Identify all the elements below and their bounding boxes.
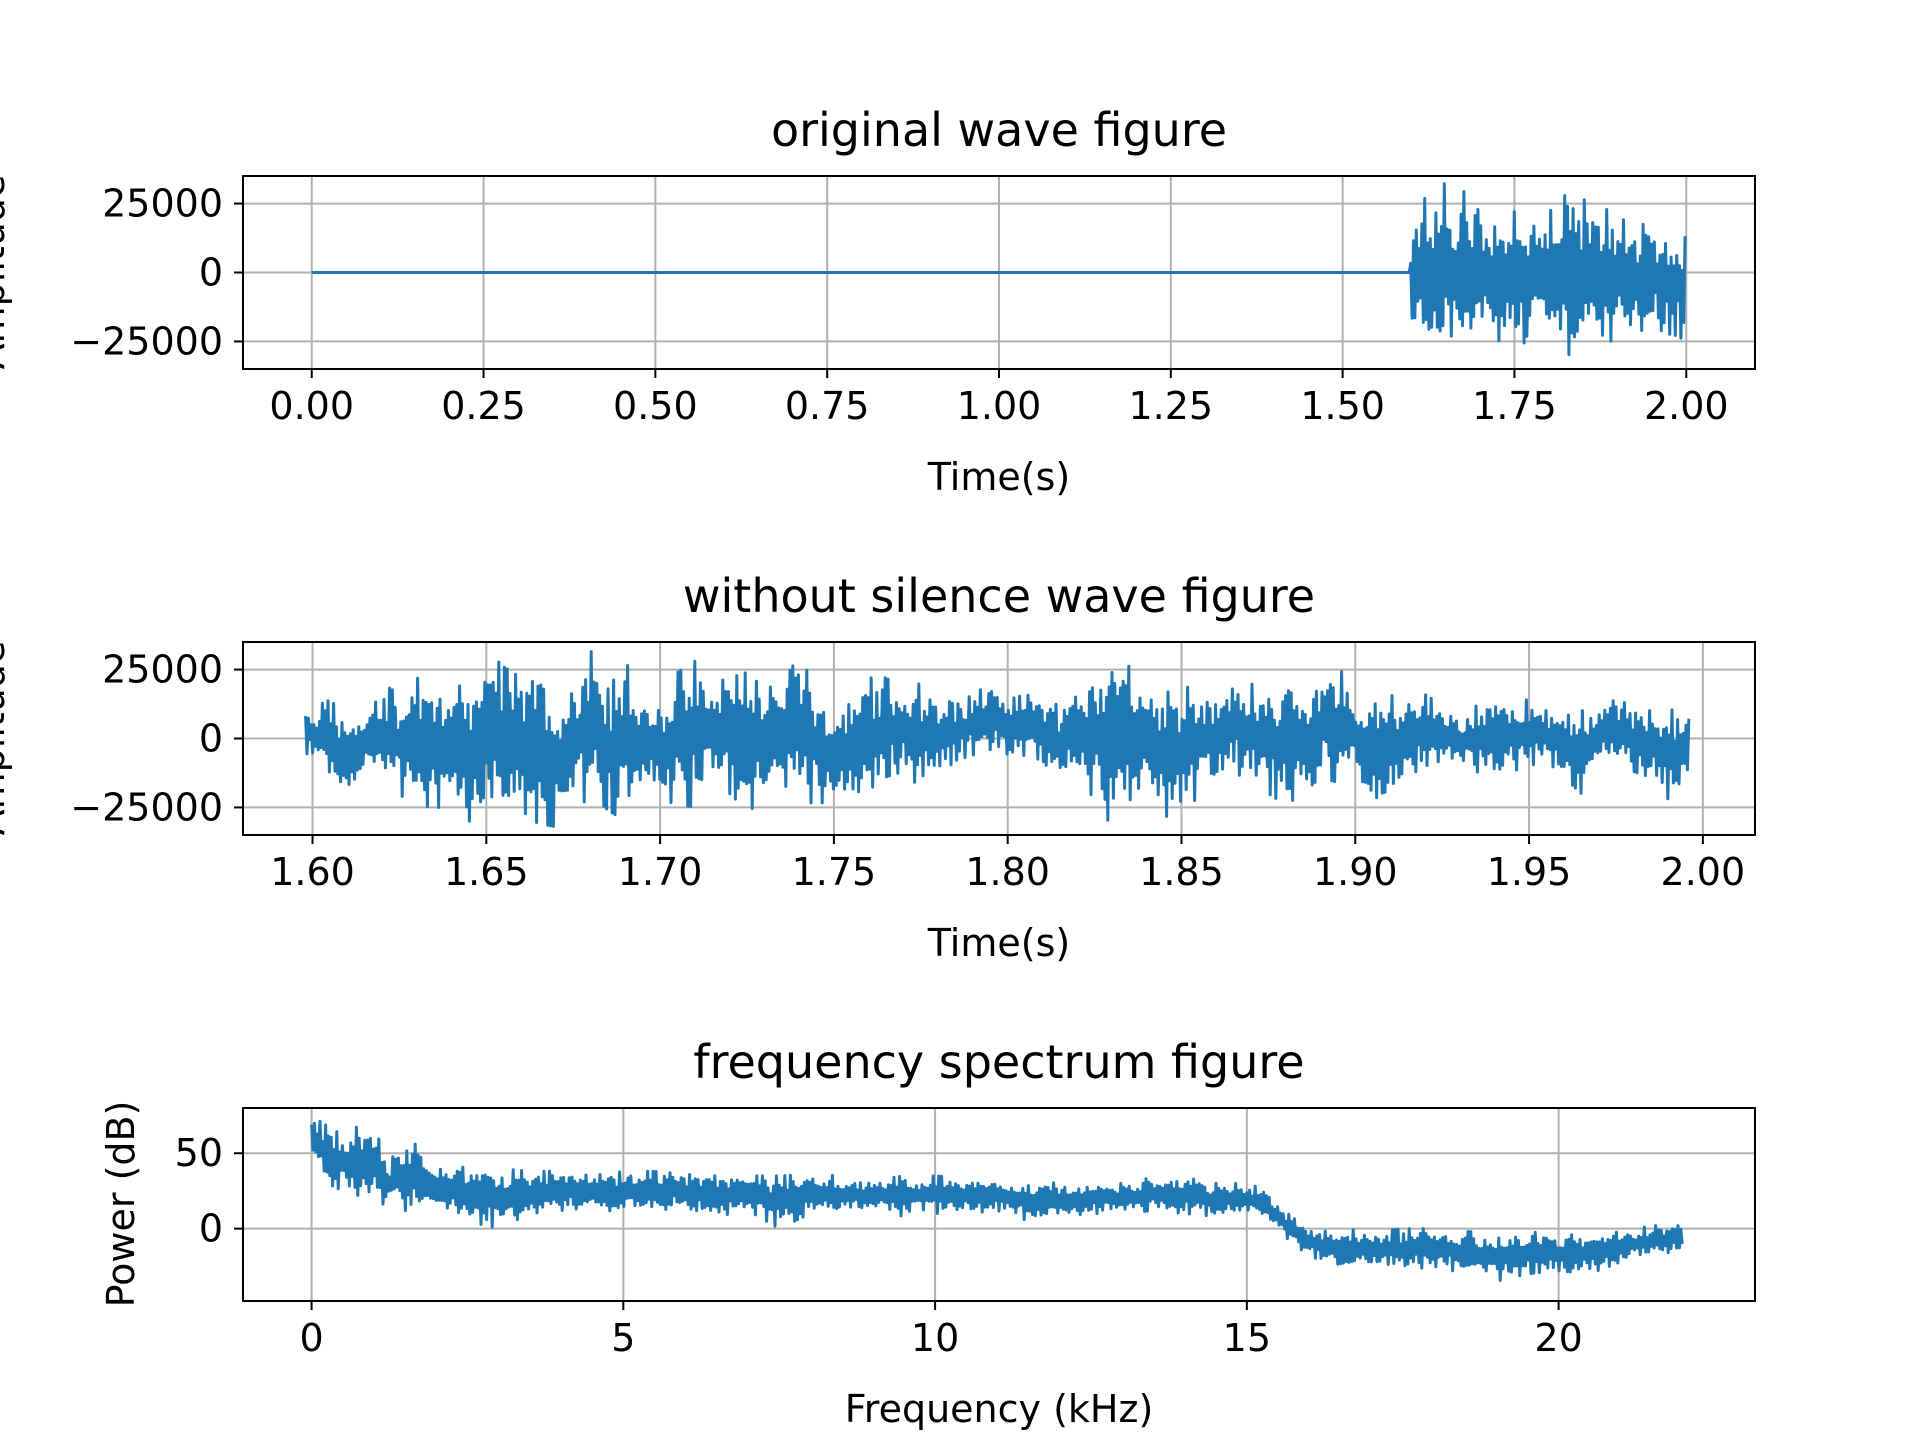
- axes-frame: [242, 1107, 1756, 1302]
- series-line: [304, 650, 1691, 828]
- y-axis-label: Power (dB): [99, 1101, 143, 1308]
- x-tick-label: 1.75: [1472, 384, 1557, 428]
- x-tick-label: 1.80: [965, 850, 1050, 894]
- y-tick-label: 25000: [102, 182, 223, 226]
- x-tick-label: 2.00: [1661, 850, 1746, 894]
- subplot-original-wave: 0.00 0.25 0.50 0.75 1.00 1.25 1.50 1.75 2.00 −250…: [0, 103, 1756, 499]
- x-tick-label: 1.90: [1313, 850, 1398, 894]
- y-tick-label: 25000: [102, 648, 223, 692]
- y-tick-label: 0: [199, 717, 223, 761]
- x-tick-label: 0.00: [269, 384, 354, 428]
- chart-title: original wave figure: [771, 103, 1227, 157]
- y-tick-label: 50: [175, 1131, 223, 1175]
- x-tick-label: 1.65: [444, 850, 529, 894]
- series-line: [310, 1119, 1684, 1282]
- chart-title: frequency spectrum figure: [693, 1035, 1304, 1089]
- x-tick-label: 0.25: [441, 384, 526, 428]
- x-tick-label: 1.75: [792, 850, 877, 894]
- x-tick-label: 20: [1534, 1316, 1582, 1360]
- x-tick-label: 0.50: [613, 384, 698, 428]
- x-axis-label: Frequency (kHz): [845, 1387, 1154, 1431]
- chart-title: without silence wave figure: [683, 569, 1315, 623]
- series-line: [311, 182, 1687, 357]
- x-tick-label: 5: [611, 1316, 635, 1360]
- y-tick-label: 0: [199, 1207, 223, 1251]
- x-tick-label: 1.00: [957, 384, 1042, 428]
- x-tick-label: 1.25: [1129, 384, 1214, 428]
- x-axis-label: Time(s): [927, 455, 1070, 499]
- x-tick-label: 0: [299, 1316, 323, 1360]
- y-tick-label: 0: [199, 251, 223, 295]
- x-tick-label: 10: [911, 1316, 959, 1360]
- x-tick-label: 1.95: [1487, 850, 1572, 894]
- y-tick-label: −25000: [70, 319, 223, 363]
- x-tick-label: 1.85: [1139, 850, 1224, 894]
- x-tick-label: 1.60: [270, 850, 355, 894]
- y-tick-label: −25000: [70, 785, 223, 829]
- x-axis-label: Time(s): [927, 921, 1070, 965]
- x-tick-label: 1.50: [1300, 384, 1385, 428]
- subplot-frequency-spectrum: 0 5 10 15 20 0 50 frequency spectrum figure Fr…: [99, 1035, 1756, 1431]
- x-tick-label: 1.70: [618, 850, 703, 894]
- subplot-without-silence-wave: 1.60 1.65 1.70 1.75 1.80 1.85 1.90 1.95 2.00 −250…: [0, 569, 1756, 965]
- x-tick-label: 15: [1223, 1316, 1271, 1360]
- y-axis-label: Amplitude: [0, 641, 13, 836]
- x-tick-label: 2.00: [1644, 384, 1729, 428]
- x-tick-label: 0.75: [785, 384, 870, 428]
- y-axis-label: Amplitude: [0, 175, 13, 370]
